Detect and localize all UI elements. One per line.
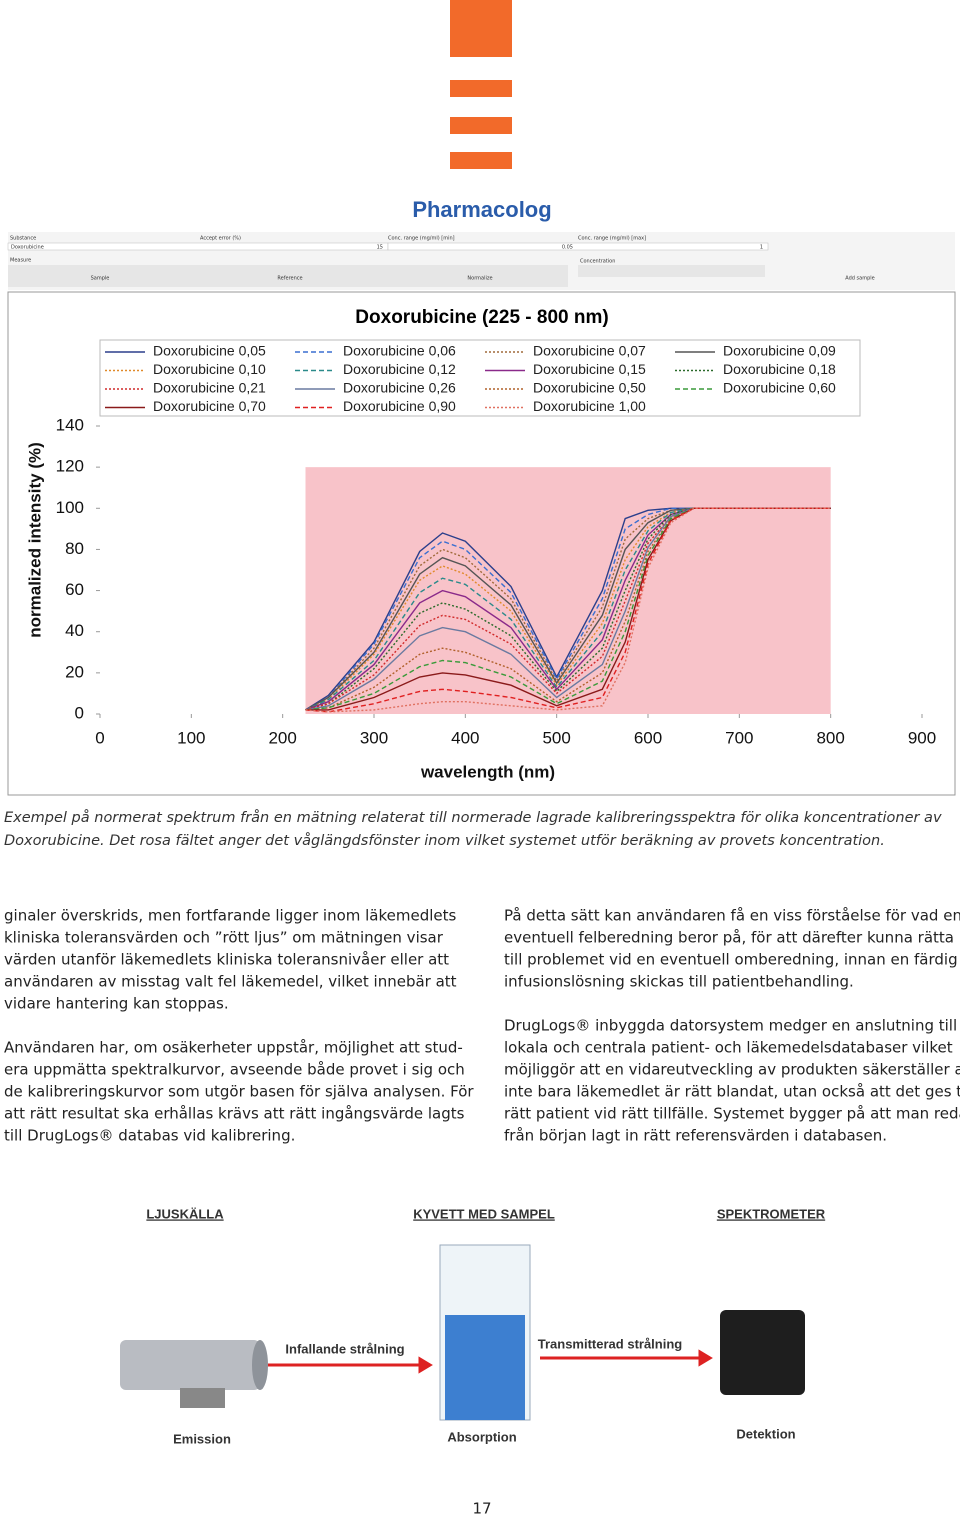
concentration-label: Concentration (580, 259, 615, 265)
legend-label: Doxorubicine 0,50 (533, 380, 646, 396)
body-text: användaren av misstag valt fel läkemedel… (4, 973, 457, 991)
body-text: vidare hantering kan stoppas. (4, 995, 229, 1013)
measure-label: Measure (10, 258, 31, 264)
button: Normalize (467, 276, 492, 282)
button: Reference (277, 276, 302, 282)
body-text: DrugLogs® inbyggda datorsystem medger en… (504, 1017, 957, 1035)
legend-label: Doxorubicine 0,12 (343, 361, 456, 377)
step-label: Emission (173, 1431, 231, 1446)
spectrometer (720, 1310, 805, 1395)
x-axis-label: wavelength (nm) (420, 762, 555, 781)
body-text: era uppmätta spektralkurvor, avseende bå… (4, 1061, 465, 1079)
legend-label: Doxorubicine 1,00 (533, 398, 646, 414)
y-tick-label: 100 (56, 498, 84, 517)
body-text: infusionslösning skickas till patientbeh… (504, 973, 854, 991)
y-tick-label: 20 (65, 662, 84, 681)
field-label: Conc. range (mg/ml) [min] (388, 236, 455, 242)
field-value: 15 (377, 245, 383, 251)
legend-label: Doxorubicine 0,26 (343, 380, 456, 396)
body-text: inte bara läkemedlet är rätt blandat, ut… (504, 1083, 960, 1101)
series-line (305, 507, 831, 713)
body-text: till DrugLogs® databas vid kalibrering. (4, 1127, 295, 1145)
series-line (305, 507, 831, 711)
field-label: Substance (10, 236, 36, 242)
body-text: till problemet vid en eventuell omberedn… (504, 951, 958, 969)
x-tick-label: 400 (451, 728, 479, 747)
body-text: värden utanför läkemedlets kliniska tole… (4, 951, 449, 969)
beam-label: Infallande strålning (285, 1341, 404, 1356)
logo: Pharmacolog (412, 197, 551, 222)
body-text: På detta sätt kan användaren få en viss … (504, 907, 960, 925)
beam-arrows (268, 1349, 713, 1374)
legend-label: Doxorubicine 0,60 (723, 380, 836, 396)
light-source (120, 1340, 260, 1390)
field-label: Accept error (%) (200, 236, 241, 242)
body-text: eventuell felberedning beror på, för att… (504, 929, 954, 947)
legend-label: Doxorubicine 0,70 (153, 398, 266, 414)
button-bar (8, 265, 568, 287)
body-text: de kalibreringskurvor som utgör basen fö… (4, 1083, 474, 1101)
diagram-heading: LJUSKÄLLA (146, 1206, 224, 1221)
body-text: möjliggör att en vidareutveckling av pro… (504, 1061, 960, 1079)
caption: Exempel på normerat spektrum från en mät… (4, 809, 942, 826)
x-tick-label: 200 (268, 728, 296, 747)
field-value: Doxorubicine (11, 245, 44, 251)
y-tick-label: 60 (65, 580, 84, 599)
body-text: Användaren har, om osäkerheter uppstår, … (4, 1039, 463, 1057)
y-tick-label: 120 (56, 457, 84, 476)
legend-label: Doxorubicine 0,18 (723, 361, 836, 377)
beam-label: Transmitterad strålning (538, 1336, 683, 1351)
x-tick-label: 100 (177, 728, 205, 747)
x-tick-label: 700 (725, 728, 753, 747)
step-label: Detektion (736, 1426, 795, 1441)
legend-label: Doxorubicine 0,21 (153, 380, 266, 396)
input (387, 242, 769, 251)
field-value: 1 (760, 245, 763, 251)
diagram-heading: SPEKTROMETER (717, 1206, 826, 1221)
y-tick-label: 40 (65, 621, 84, 640)
field-value: 0.05 (562, 245, 573, 251)
x-tick-label: 900 (908, 728, 936, 747)
diagram-heading: KYVETT MED SAMPEL (413, 1206, 555, 1221)
x-tick-label: 600 (634, 728, 662, 747)
logo-marks (450, 0, 512, 169)
button: Sample (91, 276, 110, 282)
legend-label: Doxorubicine 0,90 (343, 398, 456, 414)
x-tick-label: 800 (816, 728, 844, 747)
legend-label: Doxorubicine 0,06 (343, 343, 456, 359)
step-label: Absorption (447, 1429, 516, 1444)
legend-label: Doxorubicine 0,09 (723, 343, 836, 359)
legend-label: Doxorubicine 0,10 (153, 361, 266, 377)
legend-label: Doxorubicine 0,07 (533, 343, 646, 359)
input (7, 242, 389, 251)
button: Add sample (845, 276, 874, 282)
diagram (120, 1244, 805, 1421)
x-tick-label: 500 (542, 728, 570, 747)
legend-label: Doxorubicine 0,15 (533, 361, 646, 377)
field-label: Conc. range (mg/ml) [max] (578, 236, 646, 242)
legend-label: Doxorubicine 0,05 (153, 343, 266, 359)
body-text: att rätt resultat ska erhållas krävs att… (4, 1105, 465, 1123)
light-source-end (252, 1340, 268, 1390)
body-text: lokala och centrala patient- och läkemed… (504, 1039, 953, 1057)
y-tick-label: 140 (56, 415, 84, 434)
x-tick-label: 300 (360, 728, 388, 747)
caption: Doxorubicine. Det rosa fältet anger det … (4, 832, 885, 849)
body-text: rätt patient vid rätt tillfälle. Systeme… (504, 1105, 960, 1123)
body-text: kliniska toleransvärden och ”rött ljus” … (4, 929, 444, 947)
chart-title: Doxorubicine (225 - 800 nm) (355, 307, 608, 328)
body-text: från början lagt in rätt referensvärden … (504, 1127, 887, 1145)
page-number: 17 (472, 1500, 491, 1518)
sample (445, 1315, 525, 1420)
x-tick-label: 0 (95, 728, 104, 747)
legend-box (99, 339, 861, 417)
y-tick-label: 80 (65, 539, 84, 558)
body-text: ginaler överskrids, men fortfarande ligg… (4, 907, 457, 925)
y-axis-label: normalized intensity (%) (25, 442, 44, 638)
light-source-stand (180, 1388, 225, 1408)
y-tick-label: 0 (75, 703, 84, 722)
concentration-field (578, 265, 765, 277)
